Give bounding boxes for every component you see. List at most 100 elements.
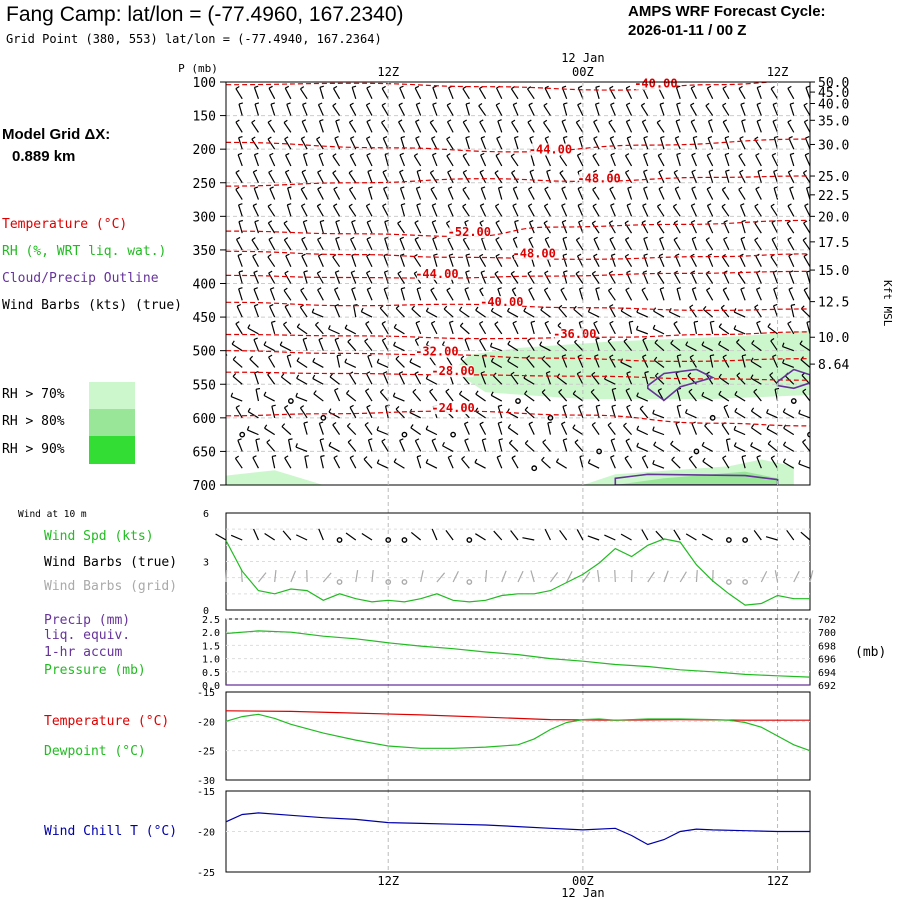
wind-barb	[316, 138, 324, 150]
wind-barb	[737, 273, 746, 284]
wind-barb	[609, 356, 616, 368]
temperature-contour	[226, 175, 810, 187]
wind-ytick-label: 0	[203, 606, 209, 617]
wind-barb-flag	[238, 287, 243, 290]
wind-barb	[226, 113, 227, 116]
wind-barb	[652, 429, 665, 436]
wind-barb-flag	[494, 321, 499, 325]
wind-barb-flag	[465, 135, 470, 139]
wind-barb-flag	[301, 203, 306, 207]
wind-barb-flag	[636, 442, 640, 447]
wind-barb	[381, 88, 389, 100]
wind-barb	[349, 104, 357, 116]
wind-barb	[771, 154, 779, 167]
wind-barb	[803, 289, 810, 301]
wind-barb	[593, 255, 600, 267]
wind-barb-flag	[738, 85, 743, 89]
wind-barb	[691, 423, 698, 435]
wind-barb	[751, 343, 762, 352]
wind-barb	[539, 344, 551, 352]
wind-barb	[316, 205, 324, 217]
top-date-label: 12 Jan	[561, 51, 604, 65]
wind-barb	[237, 154, 243, 167]
wind-barb	[643, 137, 649, 150]
wind-barb-flag	[770, 455, 775, 459]
wind-barb	[350, 272, 357, 284]
wind-barb-true	[230, 534, 243, 541]
wind-barb	[800, 308, 810, 318]
wind-barb-flag	[269, 152, 274, 156]
wind-barb-flag	[718, 340, 722, 345]
wind-barb	[507, 427, 519, 436]
wind-barb-flag	[546, 169, 551, 172]
wind-barb-flag	[722, 102, 727, 106]
wind-barb-flag	[498, 438, 503, 441]
wind-barb-flag	[230, 392, 234, 397]
wind-barb	[798, 463, 810, 469]
contour-label-bg	[635, 82, 676, 90]
wind-barb	[627, 187, 633, 200]
wind-barb	[226, 148, 227, 150]
wind-barb	[625, 390, 633, 402]
wind-barb-flag	[723, 270, 728, 274]
wind-barb-grid	[647, 571, 655, 583]
wind-barb	[495, 87, 503, 100]
wind-barb-flag	[507, 340, 511, 345]
wind-barb-flag	[416, 454, 422, 458]
wind-barb	[559, 155, 568, 167]
wind-barb	[676, 389, 681, 402]
wind-barb	[334, 272, 341, 284]
wind-barb-flag	[734, 407, 738, 412]
wind-barb-flag	[316, 270, 322, 274]
wind-barb-flag	[563, 438, 568, 441]
wind-barb	[588, 311, 600, 318]
wind-barb-flag	[782, 458, 786, 463]
wind-barb-flag	[652, 324, 656, 329]
wind-barb-flag	[701, 341, 705, 346]
wind-barb-flag	[221, 389, 225, 391]
wind-barb-flag	[495, 220, 500, 224]
wind-barb-flag	[635, 325, 639, 330]
wind-barb-flag	[624, 253, 629, 257]
wind-barb-flag	[510, 270, 515, 275]
wind-barb-flag	[349, 186, 354, 190]
wind-barb-flag	[317, 287, 322, 291]
contour-label-bg	[449, 226, 490, 239]
wind-barb-flag	[656, 220, 661, 224]
wind-barb	[676, 288, 681, 301]
wind-barb-flag	[512, 287, 517, 291]
wind-barb-flag	[366, 152, 371, 156]
wind-barb	[318, 154, 324, 167]
wind-barb	[644, 372, 649, 385]
wind-barb	[770, 88, 779, 100]
wind-barb	[705, 239, 714, 251]
wind-barb-flag	[332, 421, 337, 426]
wind-barb-flag	[804, 152, 810, 156]
wind-barb-flag	[710, 354, 715, 357]
calm-wind-marker	[709, 414, 716, 421]
wind-barb-flag	[302, 69, 306, 71]
wind-barb-flag	[430, 186, 435, 190]
wind-barb-flag	[657, 388, 662, 392]
wind-barb	[789, 188, 795, 200]
wind-barb	[480, 154, 487, 167]
wind-barb	[501, 82, 502, 83]
wind-barb	[507, 360, 519, 368]
wind-barb-flag	[398, 119, 403, 123]
wind-barb	[412, 391, 422, 402]
wind-barb-flag	[301, 136, 306, 140]
wind-barb	[653, 310, 665, 318]
wind-barb	[659, 104, 665, 116]
wind-barb	[399, 255, 406, 267]
wind-barb-true	[765, 536, 778, 541]
wind-barb	[255, 389, 260, 402]
wind-barb	[793, 82, 794, 83]
wind-barb-flag	[251, 136, 256, 140]
temperature-contour-label: -24.00	[431, 401, 474, 415]
wind-barb	[608, 121, 616, 133]
wind-barb-flag	[415, 119, 420, 123]
wind-barb-flag	[479, 287, 484, 291]
wind-barb	[414, 222, 422, 234]
temperature-contour	[226, 250, 810, 260]
wind-barb-flag	[351, 69, 355, 71]
